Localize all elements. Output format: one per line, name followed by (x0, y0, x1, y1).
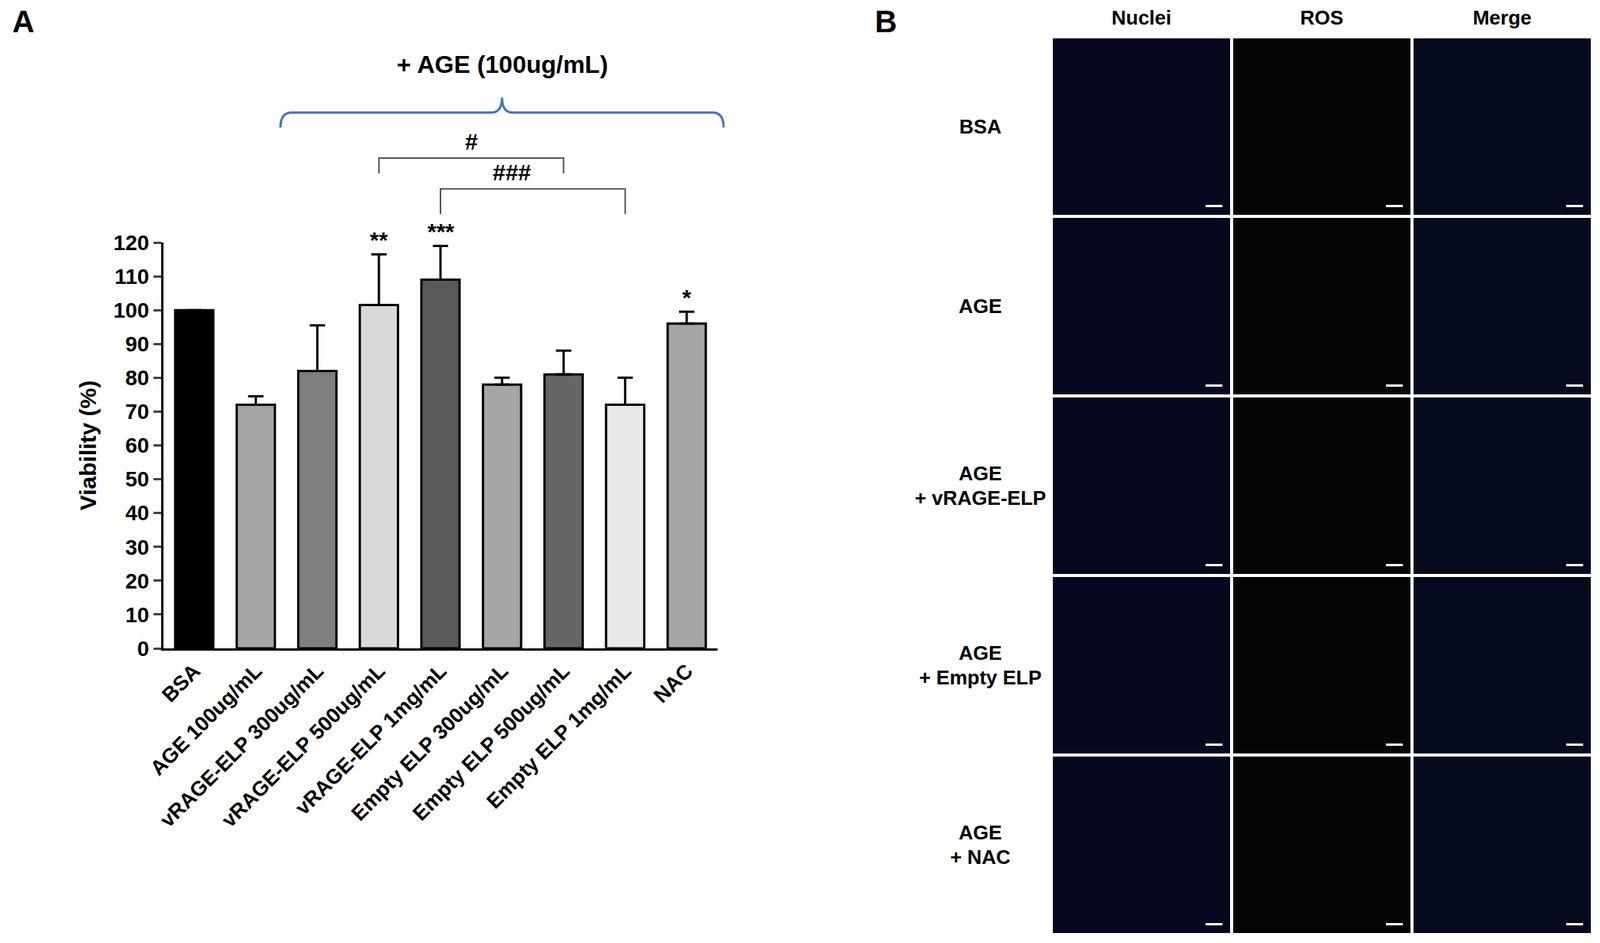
svg-text:*: * (682, 284, 692, 311)
svg-text:Empty ELP 1mg/mL: Empty ELP 1mg/mL (481, 659, 636, 813)
html-text:+ NAC: + NAC (950, 845, 1011, 869)
svg-text:AGE 100ug/mL: AGE 100ug/mL (145, 659, 267, 780)
svg-text:100: 100 (113, 298, 150, 323)
svg-text:vRAGE-ELP 300ug/mL: vRAGE-ELP 300ug/mL (155, 659, 329, 832)
svg-text:50: 50 (125, 467, 149, 492)
svg-text:70: 70 (125, 399, 149, 424)
svg-text:#: # (465, 128, 479, 155)
svg-text:0: 0 (137, 636, 150, 661)
html-text:+ vRAGE-ELP: + vRAGE-ELP (914, 486, 1047, 510)
svg-text:20: 20 (125, 569, 149, 594)
svg-text:###: ### (492, 159, 532, 185)
svg-text:Empty ELP 300ug/mL: Empty ELP 300ug/mL (346, 659, 513, 825)
svg-text:80: 80 (125, 366, 149, 390)
html-text:AGE: AGE (958, 641, 1002, 665)
svg-text:90: 90 (125, 332, 149, 357)
svg-text:Viability (%): Viability (%) (75, 380, 101, 511)
html-text:BSA: BSA (959, 114, 1002, 138)
html-text:Nuclei: Nuclei (1111, 6, 1172, 30)
svg-text:vRAGE-ELP 1mg/mL: vRAGE-ELP 1mg/mL (290, 659, 452, 820)
svg-text:120: 120 (113, 230, 150, 255)
svg-text:Empty ELP 500ug/mL: Empty ELP 500ug/mL (408, 659, 575, 825)
html-text:AGE: AGE (958, 461, 1002, 485)
svg-text:NAC: NAC (649, 659, 698, 708)
svg-text:40: 40 (125, 501, 149, 525)
svg-text:110: 110 (114, 264, 149, 289)
html-text:AGE: AGE (958, 820, 1002, 844)
html-text:B: B (874, 4, 897, 39)
svg-text:60: 60 (125, 433, 149, 458)
svg-text:**: ** (369, 227, 389, 253)
html-text:ROS: ROS (1300, 6, 1344, 30)
html-text:Merge: Merge (1472, 6, 1532, 30)
html-text:AGE: AGE (958, 294, 1002, 318)
svg-text:***: *** (427, 218, 455, 245)
svg-text:vRAGE-ELP 500ug/mL: vRAGE-ELP 500ug/mL (217, 659, 390, 832)
html-text:+ Empty ELP: + Empty ELP (919, 666, 1042, 690)
html-text:A: A (12, 4, 35, 39)
svg-text:BSA: BSA (157, 659, 205, 707)
svg-text:10: 10 (125, 603, 149, 627)
svg-text:30: 30 (125, 535, 149, 560)
svg-text:+ AGE (100ug/mL): + AGE (100ug/mL) (396, 50, 608, 79)
